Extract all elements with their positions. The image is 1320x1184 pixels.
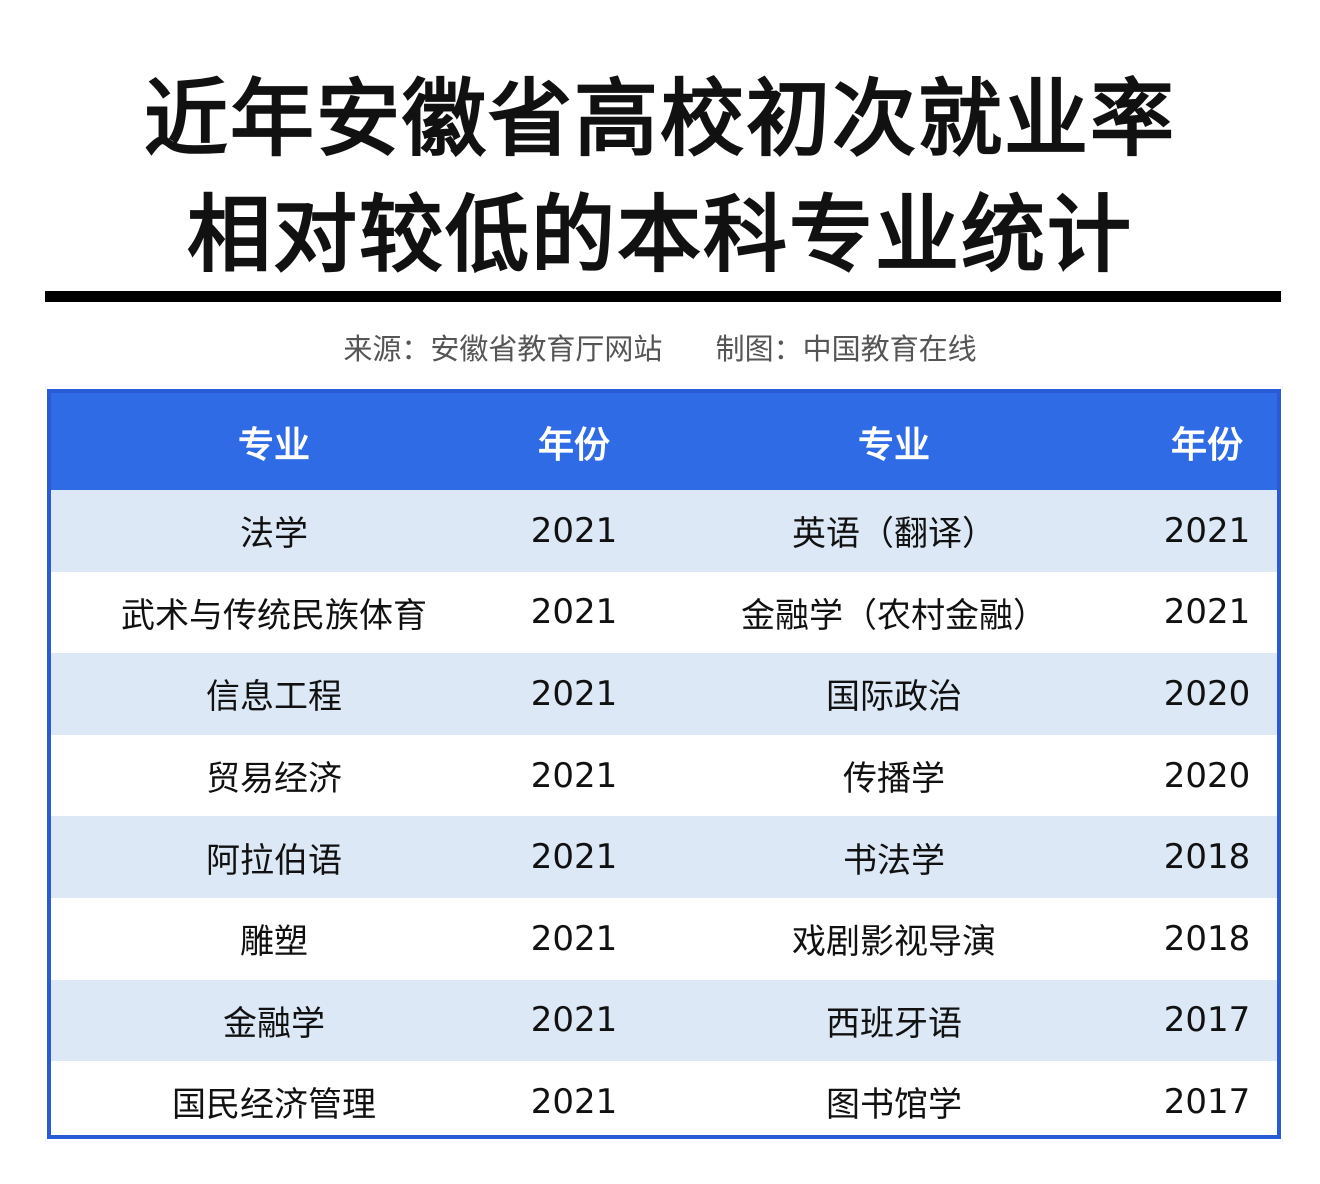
cell-year-right: 2020 <box>1163 755 1251 796</box>
cell-major-left: 信息工程 <box>206 677 342 718</box>
cell-year-left: 2021 <box>530 510 618 551</box>
cell-major-left: 武术与传统民族体育 <box>121 595 427 636</box>
table-header: 专业 年份 专业 年份 <box>51 393 1277 490</box>
header-year-2: 年份 <box>1170 424 1243 466</box>
table-row: 金融学 2021 西班牙语 2017 <box>51 979 1277 1062</box>
header-major-1: 专业 <box>237 424 310 466</box>
cell-year-right: 2017 <box>1163 1000 1251 1041</box>
header-year-1: 年份 <box>537 424 610 466</box>
header-major-2: 专业 <box>857 424 930 466</box>
source-credit: 制图：中国教育在线 <box>715 332 977 366</box>
source-line: 来源：安徽省教育厅网站 制图：中国教育在线 <box>0 326 1320 368</box>
cell-major-left: 国民经济管理 <box>172 1085 376 1126</box>
cell-year-right: 2018 <box>1163 837 1251 878</box>
cell-year-left: 2021 <box>530 592 618 633</box>
cell-major-right: 金融学（农村金融） <box>741 595 1047 636</box>
cell-major-right: 英语（翻译） <box>792 514 996 555</box>
cell-major-left: 金融学 <box>223 1003 325 1044</box>
cell-year-left: 2021 <box>530 918 618 959</box>
cell-year-left: 2021 <box>530 1000 618 1041</box>
title-line-1: 近年安徽省高校初次就业率 <box>143 70 1176 168</box>
cell-major-left: 法学 <box>240 514 308 555</box>
cell-major-right: 传播学 <box>843 759 945 800</box>
cell-year-right: 2018 <box>1163 918 1251 959</box>
cell-major-right: 书法学 <box>843 840 945 881</box>
table-row: 国民经济管理 2021 图书馆学 2017 <box>51 1061 1277 1143</box>
cell-year-right: 2021 <box>1163 510 1251 551</box>
title-line-2: 相对较低的本科专业统计 <box>186 186 1133 284</box>
source-origin: 来源：安徽省教育厅网站 <box>343 332 663 366</box>
cell-major-left: 贸易经济 <box>206 759 342 800</box>
title-divider <box>45 291 1281 302</box>
cell-year-right: 2017 <box>1163 1081 1251 1122</box>
cell-major-right: 国际政治 <box>826 677 962 718</box>
table-row: 阿拉伯语 2021 书法学 2018 <box>51 816 1277 898</box>
cell-major-left: 雕塑 <box>240 922 308 963</box>
table-row: 贸易经济 2021 传播学 2020 <box>51 735 1277 817</box>
cell-year-right: 2020 <box>1163 673 1251 714</box>
table-row: 信息工程 2021 国际政治 2020 <box>51 653 1277 735</box>
cell-major-left: 阿拉伯语 <box>206 840 342 881</box>
table-row: 武术与传统民族体育 2021 金融学（农村金融） 2021 <box>51 572 1277 654</box>
cell-major-right: 图书馆学 <box>826 1085 962 1126</box>
cell-year-left: 2021 <box>530 673 618 714</box>
cell-year-left: 2021 <box>530 1081 618 1122</box>
cell-major-right: 戏剧影视导演 <box>792 922 996 963</box>
table-row: 法学 2021 英语（翻译） 2021 <box>51 490 1277 572</box>
cell-major-right: 西班牙语 <box>826 1003 962 1044</box>
cell-year-left: 2021 <box>530 755 618 796</box>
cell-year-left: 2021 <box>530 837 618 878</box>
cell-year-right: 2021 <box>1163 592 1251 633</box>
majors-table: 专业 年份 专业 年份 法学 2021 英语（翻译） 2021 武术与传统民族体育 202… <box>47 389 1281 1139</box>
table-row: 雕塑 2021 戏剧影视导演 2018 <box>51 898 1277 980</box>
